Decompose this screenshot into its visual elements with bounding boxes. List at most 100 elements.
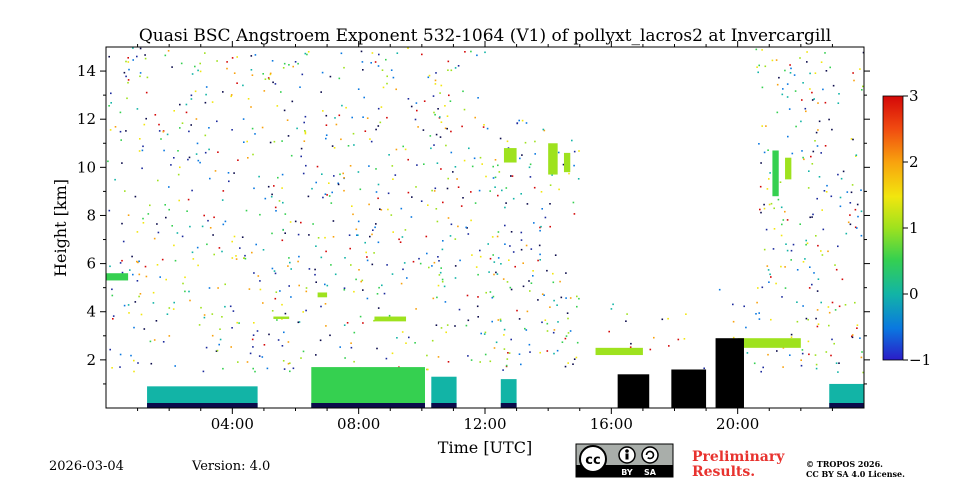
noise-pixel — [144, 265, 147, 268]
noise-pixel — [438, 260, 440, 262]
noise-pixel — [491, 296, 494, 299]
noise-pixel — [400, 207, 403, 210]
noise-pixel — [779, 181, 782, 183]
noise-pixel — [442, 240, 444, 242]
noise-pixel — [855, 155, 857, 157]
noise-pixel — [276, 105, 279, 107]
noise-pixel — [784, 266, 786, 268]
noise-pixel — [378, 53, 380, 56]
noise-pixel — [755, 48, 758, 51]
colorbar-tick-label: −1 — [909, 351, 931, 369]
noise-pixel — [233, 172, 235, 174]
noise-pixel — [153, 339, 156, 341]
noise-pixel — [765, 228, 768, 231]
noise-pixel — [362, 69, 364, 71]
noise-pixel — [355, 228, 358, 231]
noise-pixel — [289, 221, 292, 223]
noise-pixel — [355, 278, 357, 281]
noise-pixel — [448, 94, 450, 97]
noise-pixel — [528, 166, 531, 169]
noise-pixel — [371, 263, 374, 266]
noise-pixel — [792, 243, 795, 246]
noise-pixel — [269, 141, 272, 144]
noise-pixel — [340, 138, 342, 141]
noise-pixel — [230, 95, 232, 98]
noise-pixel — [454, 265, 457, 267]
noise-pixel — [129, 269, 131, 271]
noise-pixel — [817, 129, 819, 131]
noise-pixel — [346, 322, 349, 324]
noise-pixel — [546, 350, 549, 352]
noise-pixel — [287, 265, 289, 267]
noise-pixel — [288, 257, 290, 259]
noise-pixel — [253, 272, 255, 274]
noise-pixel — [497, 319, 500, 321]
noise-pixel — [835, 362, 838, 364]
noise-pixel — [139, 138, 141, 140]
noise-pixel — [528, 343, 531, 346]
noise-pixel — [196, 142, 199, 145]
noise-pixel — [250, 55, 253, 57]
noise-pixel — [109, 265, 111, 268]
noise-pixel — [807, 318, 809, 321]
noise-pixel — [576, 305, 578, 308]
noise-pixel — [119, 262, 122, 264]
noise-pixel — [790, 336, 793, 338]
noise-pixel — [805, 243, 807, 246]
noise-pixel — [771, 59, 774, 62]
noise-pixel — [439, 136, 442, 138]
noise-pixel — [137, 362, 139, 364]
noise-pixel — [524, 327, 526, 330]
noise-pixel — [375, 223, 377, 225]
noise-pixel — [436, 220, 439, 223]
noise-pixel — [207, 219, 209, 222]
noise-pixel — [373, 319, 375, 322]
noise-pixel — [478, 189, 481, 192]
noise-pixel — [204, 52, 206, 54]
noise-pixel — [416, 164, 418, 166]
noise-pixel — [445, 331, 447, 334]
noise-pixel — [138, 260, 140, 263]
noise-pixel — [127, 61, 130, 63]
noise-pixel — [529, 290, 531, 292]
noise-pixel — [325, 124, 328, 126]
noise-pixel — [817, 102, 819, 104]
aerosol-layer — [503, 148, 517, 163]
boundary-layer-base — [147, 403, 258, 408]
noise-pixel — [553, 299, 555, 302]
noise-pixel — [828, 311, 831, 314]
noise-pixel — [134, 301, 137, 303]
noise-pixel — [362, 322, 364, 324]
noise-pixel — [476, 54, 478, 57]
noise-pixel — [769, 273, 771, 276]
noise-pixel — [824, 145, 827, 147]
noise-pixel — [463, 108, 466, 111]
noise-pixel — [757, 287, 759, 289]
noise-pixel — [791, 152, 794, 155]
noise-pixel — [542, 128, 545, 131]
noise-pixel — [399, 241, 402, 243]
noise-pixel — [301, 73, 304, 76]
noise-pixel — [119, 366, 121, 368]
noise-pixel — [630, 342, 632, 345]
noise-pixel — [544, 216, 547, 219]
noise-pixel — [163, 149, 165, 152]
noise-pixel — [338, 77, 341, 80]
noise-pixel — [237, 361, 239, 363]
noise-pixel — [489, 360, 492, 363]
cc-text: cc — [585, 453, 600, 468]
noise-pixel — [255, 243, 257, 246]
noise-pixel — [259, 280, 261, 282]
noise-pixel — [215, 350, 218, 352]
noise-pixel — [444, 301, 447, 303]
noise-pixel — [164, 54, 167, 57]
noise-pixel — [334, 117, 336, 119]
colorbar-tick-label: 2 — [909, 153, 919, 171]
no-data-column — [715, 338, 744, 408]
noise-pixel — [353, 360, 355, 363]
noise-pixel — [307, 195, 310, 198]
noise-pixel — [247, 157, 249, 159]
x-tick-label: 04:00 — [211, 415, 254, 433]
noise-pixel — [746, 352, 749, 354]
noise-pixel — [401, 331, 404, 333]
